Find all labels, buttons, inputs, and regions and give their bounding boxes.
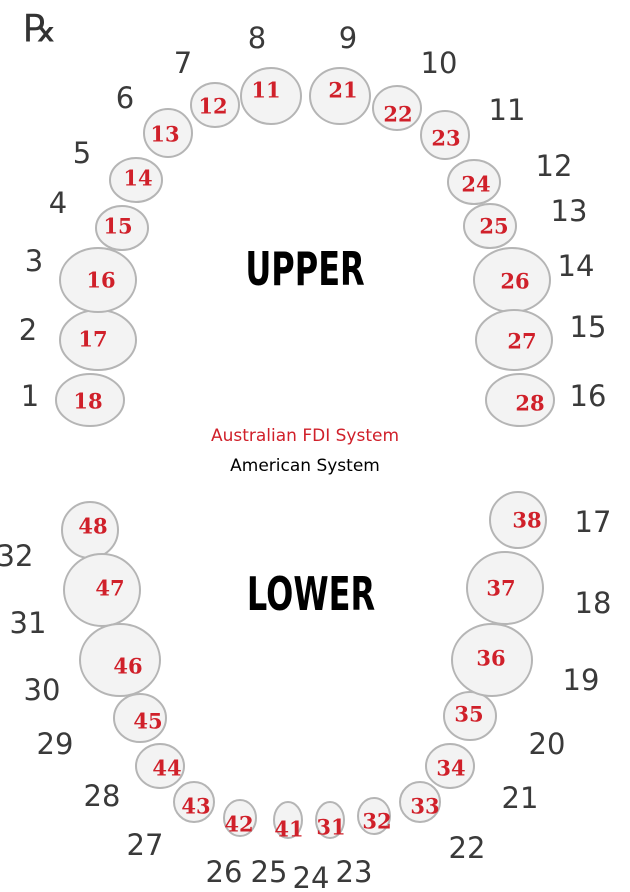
american-number: 14	[558, 249, 595, 283]
american-number: 30	[24, 673, 61, 707]
american-number: 32	[0, 539, 33, 573]
fdi-number: 11	[251, 78, 280, 103]
fdi-number: 28	[515, 391, 544, 416]
american-number: 21	[502, 781, 539, 815]
fdi-number: 13	[150, 122, 179, 147]
american-number: 31	[10, 606, 47, 640]
fdi-number: 35	[454, 702, 483, 727]
american-number: 2	[19, 313, 37, 347]
american-number: 5	[73, 136, 91, 170]
american-number: 29	[37, 727, 74, 761]
american-number: 25	[251, 855, 288, 889]
american-number: 27	[127, 828, 164, 862]
american-number: 23	[336, 855, 373, 889]
fdi-number: 47	[95, 576, 124, 601]
rx-symbol: ℞	[23, 7, 57, 51]
fdi-number: 32	[362, 809, 391, 834]
fdi-number: 46	[113, 654, 142, 679]
fdi-number: 17	[78, 327, 107, 352]
american-number: 15	[570, 310, 607, 344]
upper-label: UPPER	[245, 243, 364, 296]
fdi-number: 14	[123, 166, 152, 191]
american-number: 13	[551, 194, 588, 228]
fdi-number: 36	[476, 646, 505, 671]
fdi-number: 38	[512, 508, 541, 533]
american-number: 18	[575, 586, 612, 620]
fdi-number: 22	[383, 102, 412, 127]
american-number: 19	[563, 663, 600, 697]
american-number: 20	[529, 727, 566, 761]
fdi-number: 16	[86, 268, 115, 293]
fdi-number: 31	[316, 815, 345, 840]
fdi-number: 24	[461, 172, 490, 197]
fdi-number: 21	[328, 78, 357, 103]
american-number: 1	[21, 379, 39, 413]
fdi-number: 25	[479, 214, 508, 239]
fdi-number: 33	[410, 794, 439, 819]
fdi-number: 18	[73, 389, 102, 414]
american-number: 26	[206, 855, 243, 889]
fdi-number: 23	[431, 126, 460, 151]
american-number: 4	[49, 186, 67, 220]
fdi-number: 42	[224, 812, 253, 837]
american-number: 16	[570, 379, 607, 413]
american-number: 11	[489, 93, 526, 127]
tooth-chart: ℞ UPPER LOWER Australian FDI System Amer…	[0, 0, 630, 892]
american-number: 10	[421, 46, 458, 80]
american-number: 8	[248, 21, 266, 55]
fdi-number: 45	[133, 709, 162, 734]
fdi-number: 27	[507, 329, 536, 354]
fdi-number: 44	[152, 756, 181, 781]
american-number: 9	[339, 21, 357, 55]
fdi-number: 12	[198, 94, 227, 119]
american-number: 17	[575, 505, 612, 539]
american-number: 24	[293, 861, 330, 892]
fdi-number: 41	[274, 817, 303, 842]
american-number: 12	[536, 149, 573, 183]
fdi-number: 34	[436, 756, 465, 781]
lower-label: LOWER	[247, 568, 375, 621]
american-number: 28	[84, 779, 121, 813]
fdi-number: 48	[78, 514, 107, 539]
fdi-number: 43	[181, 794, 210, 819]
american-number: 7	[174, 46, 192, 80]
american-number: 6	[116, 81, 134, 115]
fdi-number: 15	[103, 214, 132, 239]
american-number: 3	[25, 244, 43, 278]
fdi-number: 26	[500, 269, 529, 294]
legend-fdi: Australian FDI System	[211, 426, 399, 446]
legend-american: American System	[230, 456, 380, 476]
american-number: 22	[449, 831, 486, 865]
fdi-number: 37	[486, 576, 515, 601]
